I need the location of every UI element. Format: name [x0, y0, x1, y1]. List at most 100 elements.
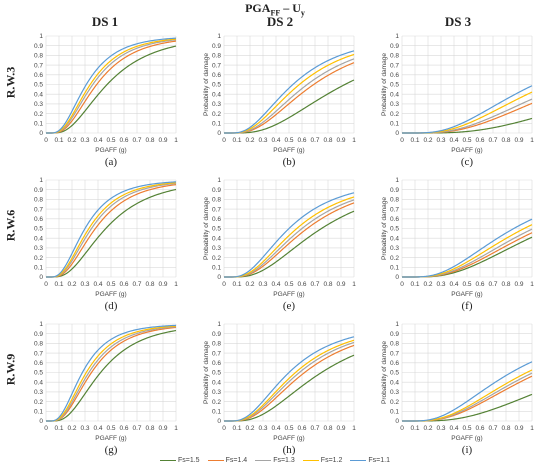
y-tick-label: 0.1 [390, 121, 399, 128]
x-tick-label: 0.8 [501, 137, 510, 144]
fragility-chart-c: 0 0.1 0.2 0.3 0.4 0.5 0.6 0.7 0.8 0.9 1 0 0.1 0.2 0.3 0… [381, 33, 534, 168]
series-line-fs-1-5 [46, 188, 177, 278]
y-tick-label: 0.3 [390, 389, 399, 396]
x-tick-label: 0.7 [132, 137, 141, 144]
x-tick-label: 0.9 [336, 137, 345, 144]
x-tick-label: 0.3 [258, 281, 267, 288]
y-tick-label: 0.2 [212, 255, 221, 262]
x-tick-label: 0 [222, 137, 226, 144]
y-tick-label: 0 [395, 274, 399, 281]
x-tick-label: 0.7 [310, 425, 319, 432]
series-line-fs-1-1 [402, 361, 533, 422]
x-tick-label: 0.1 [232, 137, 241, 144]
y-tick-label: 0.5 [390, 82, 399, 89]
legend-label: Fs=1.5 [177, 457, 200, 464]
x-tick-label: 0.9 [158, 425, 167, 432]
y-tick-label: 1 [39, 177, 43, 184]
x-axis-label: PGAFF (g) [273, 291, 304, 298]
legend-item: Fs=1.2 [302, 455, 342, 466]
x-tick-label: 0.6 [475, 137, 484, 144]
x-tick-label: 0.5 [284, 425, 293, 432]
y-tick-label: 0 [395, 418, 399, 425]
x-tick-label: 0.7 [488, 425, 497, 432]
x-tick-label: 0.3 [258, 137, 267, 144]
y-tick-label: 0 [39, 130, 43, 137]
series-line-fs-1-1 [224, 336, 355, 422]
series-line-fs-1-2 [46, 325, 177, 422]
y-tick-label: 0.4 [34, 379, 43, 386]
x-tick-label: 1 [530, 425, 534, 432]
x-tick-label: 0.4 [93, 281, 102, 288]
fragility-chart-g: 0 0.1 0.2 0.3 0.4 0.5 0.6 0.7 0.8 0.9 1 0 0.1 0.2 0.3 0… [34, 321, 178, 456]
chart-legend: Fs=1.5 Fs=1.4 Fs=1.3 Fs=1.2 Fs=1.1 [0, 455, 550, 466]
y-tick-label: 1 [395, 33, 399, 40]
y-tick-label: 0.4 [390, 235, 399, 242]
x-tick-label: 0.7 [310, 281, 319, 288]
x-tick-label: 0 [44, 137, 48, 144]
x-tick-label: 0.2 [245, 425, 254, 432]
x-axis-label: PGAFF (g) [451, 147, 482, 154]
x-tick-label: 0.8 [323, 281, 332, 288]
y-tick-label: 0.8 [212, 341, 221, 348]
y-tick-label: 0.2 [34, 255, 43, 262]
x-tick-label: 0 [400, 425, 404, 432]
x-tick-label: 0.2 [67, 137, 76, 144]
x-axis-label: PGAFF (g) [273, 435, 304, 442]
y-tick-label: 0.2 [212, 111, 221, 118]
y-tick-label: 0.4 [34, 235, 43, 242]
x-tick-label: 0.1 [410, 425, 419, 432]
y-axis-label: Probability of damage [203, 53, 210, 116]
y-tick-label: 0.8 [390, 341, 399, 348]
y-tick-label: 0.5 [34, 370, 43, 377]
x-tick-label: 0.3 [436, 137, 445, 144]
x-tick-label: 0.4 [449, 137, 458, 144]
legend-swatch [302, 460, 319, 461]
x-axis-label: PGAFF (g) [95, 147, 126, 154]
x-tick-label: 0.3 [80, 281, 89, 288]
series-line-fs-1-3 [224, 58, 355, 134]
x-tick-label: 0.1 [232, 281, 241, 288]
x-tick-label: 1 [352, 425, 356, 432]
x-tick-label: 0.8 [501, 281, 510, 288]
y-tick-label: 0.6 [390, 72, 399, 79]
y-tick-label: 0.2 [34, 111, 43, 118]
y-tick-label: 0.8 [390, 197, 399, 204]
legend-item: Fs=1.3 [255, 455, 295, 466]
y-tick-label: 0.9 [212, 331, 221, 338]
y-tick-label: 0.9 [390, 43, 399, 50]
x-tick-label: 0.1 [410, 137, 419, 144]
series-line-fs-1-1 [46, 181, 177, 278]
x-tick-label: 0.4 [93, 425, 102, 432]
x-tick-label: 0.5 [462, 281, 471, 288]
y-tick-label: 1 [217, 33, 221, 40]
y-tick-label: 0.9 [212, 43, 221, 50]
y-tick-label: 0.1 [34, 409, 43, 416]
y-tick-label: 0.8 [390, 53, 399, 60]
y-tick-label: 0.6 [390, 216, 399, 223]
fragility-chart-a: 0 0.1 0.2 0.3 0.4 0.5 0.6 0.7 0.8 0.9 1 0 0.1 0.2 0.3 0… [34, 33, 178, 168]
panel-label: (d) [105, 300, 118, 312]
fragility-chart-i: 0 0.1 0.2 0.3 0.4 0.5 0.6 0.7 0.8 0.9 1 0 0.1 0.2 0.3 0… [381, 321, 534, 456]
x-tick-label: 1 [174, 137, 178, 144]
panel-label: (g) [105, 444, 118, 456]
series-line-fs-1-2 [46, 182, 177, 278]
y-axis-label: Probability of damage [381, 53, 388, 116]
y-tick-label: 0.4 [390, 91, 399, 98]
y-tick-label: 0.3 [212, 389, 221, 396]
x-tick-label: 0.7 [132, 281, 141, 288]
x-axis-label: PGAFF (g) [273, 147, 304, 154]
y-tick-label: 0 [39, 274, 43, 281]
y-tick-label: 0.3 [34, 245, 43, 252]
x-axis-label: PGAFF (g) [451, 435, 482, 442]
x-tick-label: 0.2 [67, 281, 76, 288]
x-tick-label: 0.5 [462, 137, 471, 144]
legend-item: Fs=1.4 [207, 455, 247, 466]
panel-label: (f) [462, 300, 473, 312]
y-tick-label: 1 [39, 33, 43, 40]
y-tick-label: 0.5 [390, 226, 399, 233]
x-tick-label: 0.4 [271, 281, 280, 288]
legend-swatch [159, 460, 176, 461]
fragility-chart-e: 0 0.1 0.2 0.3 0.4 0.5 0.6 0.7 0.8 0.9 1 0 0.1 0.2 0.3 0… [203, 177, 356, 312]
x-tick-label: 0.6 [119, 281, 128, 288]
series-line-fs-1-1 [46, 37, 177, 134]
